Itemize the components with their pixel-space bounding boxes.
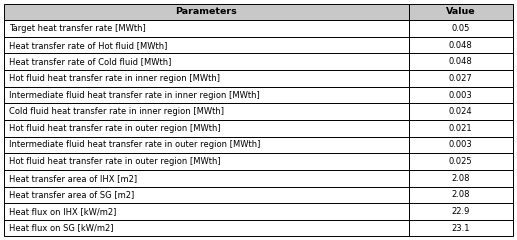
- Bar: [4, 203, 408, 220]
- Bar: [408, 87, 513, 103]
- Bar: [4, 120, 408, 137]
- Text: 0.003: 0.003: [449, 90, 473, 100]
- Bar: [4, 20, 408, 37]
- Bar: [4, 37, 408, 54]
- Bar: [4, 103, 408, 120]
- Bar: [4, 137, 408, 153]
- Bar: [4, 54, 408, 70]
- Bar: [408, 203, 513, 220]
- Bar: [408, 186, 513, 203]
- Text: Cold fluid heat transfer rate in inner region [MWth]: Cold fluid heat transfer rate in inner r…: [9, 107, 224, 116]
- Text: Heat transfer rate of Cold fluid [MWth]: Heat transfer rate of Cold fluid [MWth]: [9, 57, 172, 66]
- Bar: [408, 153, 513, 170]
- Text: 0.024: 0.024: [449, 107, 473, 116]
- Bar: [408, 220, 513, 236]
- Text: Heat transfer area of SG [m2]: Heat transfer area of SG [m2]: [9, 190, 134, 199]
- Text: 0.05: 0.05: [451, 24, 470, 33]
- Text: Target heat transfer rate [MWth]: Target heat transfer rate [MWth]: [9, 24, 146, 33]
- Text: Intermediate fluid heat transfer rate in inner region [MWth]: Intermediate fluid heat transfer rate in…: [9, 90, 260, 100]
- Text: Hot fluid heat transfer rate in inner region [MWth]: Hot fluid heat transfer rate in inner re…: [9, 74, 220, 83]
- Bar: [408, 70, 513, 87]
- Bar: [408, 137, 513, 153]
- Bar: [408, 4, 513, 20]
- Text: Intermediate fluid heat transfer rate in outer region [MWth]: Intermediate fluid heat transfer rate in…: [9, 140, 261, 150]
- Bar: [408, 37, 513, 54]
- Bar: [408, 103, 513, 120]
- Bar: [4, 70, 408, 87]
- Text: Heat flux on IHX [kW/m2]: Heat flux on IHX [kW/m2]: [9, 207, 117, 216]
- Bar: [4, 153, 408, 170]
- Text: 2.08: 2.08: [451, 190, 470, 199]
- Text: 0.048: 0.048: [449, 41, 473, 50]
- Text: 22.9: 22.9: [451, 207, 470, 216]
- Bar: [4, 87, 408, 103]
- Text: Parameters: Parameters: [175, 7, 237, 16]
- Text: 23.1: 23.1: [451, 224, 470, 233]
- Bar: [4, 4, 408, 20]
- Text: Hot fluid heat transfer rate in outer region [MWth]: Hot fluid heat transfer rate in outer re…: [9, 157, 221, 166]
- Text: 2.08: 2.08: [451, 174, 470, 183]
- Bar: [408, 170, 513, 186]
- Bar: [4, 186, 408, 203]
- Text: Heat transfer area of IHX [m2]: Heat transfer area of IHX [m2]: [9, 174, 138, 183]
- Text: Heat transfer rate of Hot fluid [MWth]: Heat transfer rate of Hot fluid [MWth]: [9, 41, 168, 50]
- Text: Hot fluid heat transfer rate in outer region [MWth]: Hot fluid heat transfer rate in outer re…: [9, 124, 221, 133]
- Bar: [4, 170, 408, 186]
- Text: 0.021: 0.021: [449, 124, 473, 133]
- Bar: [408, 120, 513, 137]
- Text: Value: Value: [446, 7, 476, 16]
- Text: 0.048: 0.048: [449, 57, 473, 66]
- Text: 0.027: 0.027: [449, 74, 473, 83]
- Bar: [4, 220, 408, 236]
- Text: 0.003: 0.003: [449, 140, 473, 150]
- Bar: [408, 20, 513, 37]
- Bar: [408, 54, 513, 70]
- Text: Heat flux on SG [kW/m2]: Heat flux on SG [kW/m2]: [9, 224, 114, 233]
- Text: 0.025: 0.025: [449, 157, 473, 166]
